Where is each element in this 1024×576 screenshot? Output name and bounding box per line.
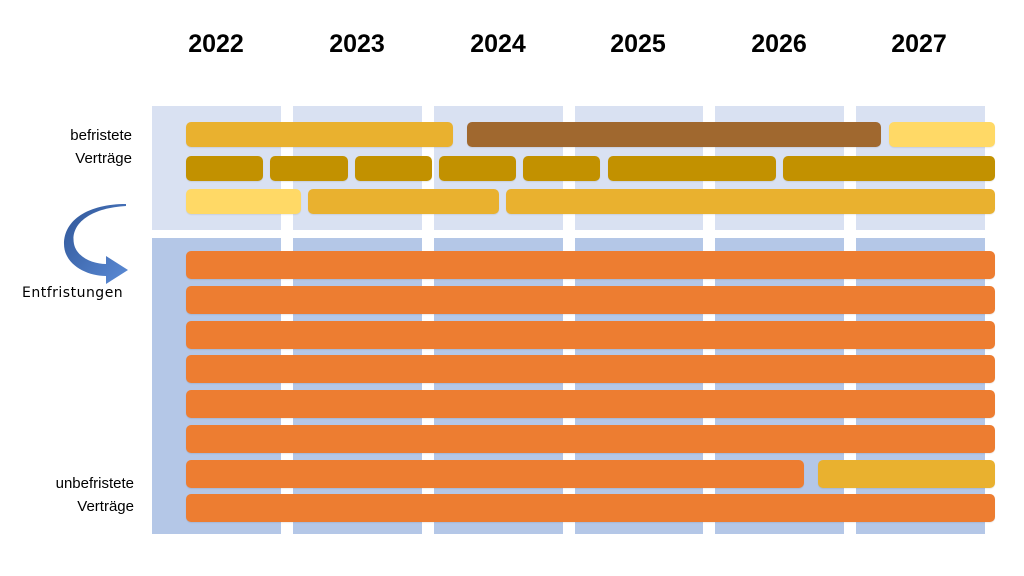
temporary-contract-bar xyxy=(308,189,500,214)
temporary-label-line-1: befristete xyxy=(70,127,132,144)
permanent-contracts-label: unbefristete Verträge xyxy=(20,472,134,518)
permanent-label-line-2: Verträge xyxy=(77,498,134,515)
permanent-contract-bar xyxy=(186,251,995,279)
temporary-contract-bar xyxy=(186,156,264,181)
year-header-2024: 2024 xyxy=(470,30,526,58)
temporary-contracts-label: befristete Verträge xyxy=(20,124,132,170)
temporary-contract-bar xyxy=(354,156,432,181)
temporary-contract-bar xyxy=(467,122,882,147)
year-header-2022: 2022 xyxy=(188,30,244,58)
curved-arrow-icon xyxy=(64,204,128,284)
conversion-label: Entfristungen xyxy=(22,285,124,301)
temporary-contract-bar xyxy=(186,189,302,214)
year-header-2023: 2023 xyxy=(329,30,385,58)
permanent-contract-bar xyxy=(186,321,995,349)
permanent-contract-bar xyxy=(186,460,805,488)
permanent-contract-bar xyxy=(818,460,995,488)
temporary-contract-bar xyxy=(523,156,601,181)
temporary-contract-bar xyxy=(607,156,777,181)
permanent-contract-bar xyxy=(186,286,995,314)
temporary-contract-bar xyxy=(270,156,348,181)
year-header-2025: 2025 xyxy=(610,30,666,58)
year-header-2027: 2027 xyxy=(891,30,947,58)
temporary-contract-bar xyxy=(186,122,453,147)
temporary-contract-bar xyxy=(783,156,995,181)
temporary-contract-bar xyxy=(888,122,995,147)
year-header-2026: 2026 xyxy=(751,30,807,58)
permanent-contract-bar xyxy=(186,425,995,453)
temporary-contract-bar xyxy=(506,189,995,214)
permanent-contract-bar xyxy=(186,494,995,522)
permanent-label-line-1: unbefristete xyxy=(55,475,134,492)
permanent-contract-bar xyxy=(186,355,995,383)
temporary-label-line-2: Verträge xyxy=(75,150,132,167)
permanent-contract-bar xyxy=(186,390,995,418)
temporary-contract-bar xyxy=(438,156,517,181)
